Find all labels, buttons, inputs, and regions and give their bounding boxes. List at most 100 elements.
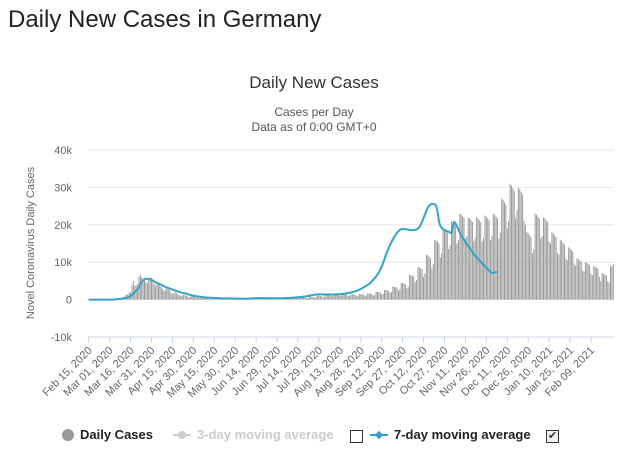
- daily-cases-bar: [346, 294, 348, 300]
- daily-cases-bar: [587, 264, 589, 300]
- daily-cases-bar: [545, 220, 547, 300]
- daily-cases-bar: [344, 294, 346, 300]
- legend-item-3-day-average[interactable]: 3-day moving average: [173, 427, 334, 442]
- daily-cases-bar: [385, 290, 387, 300]
- daily-cases-bar: [389, 293, 391, 300]
- daily-cases-bar: [414, 282, 416, 300]
- daily-cases-bar: [558, 254, 560, 300]
- daily-cases-bar: [339, 295, 341, 300]
- checkbox-3-day-average[interactable]: [350, 430, 363, 443]
- daily-cases-bar: [407, 286, 409, 300]
- daily-cases-bar: [604, 274, 606, 300]
- y-tick-label: 10k: [54, 257, 72, 269]
- daily-cases-bar: [174, 292, 176, 300]
- daily-cases-bar: [515, 218, 517, 300]
- daily-cases-bar: [317, 295, 319, 300]
- daily-cases-bar: [530, 237, 532, 300]
- daily-cases-bar: [467, 217, 469, 300]
- daily-cases-bar: [404, 284, 406, 300]
- daily-cases-bar: [544, 218, 546, 300]
- daily-cases-bar: [324, 296, 325, 300]
- page-heading: Daily New Cases in Germany: [8, 6, 322, 33]
- daily-cases-bar: [298, 297, 300, 300]
- daily-cases-bar: [498, 238, 500, 300]
- daily-cases-bar: [314, 297, 316, 300]
- daily-cases-bar: [513, 191, 515, 300]
- daily-cases-bar: [570, 249, 572, 300]
- daily-cases-bar: [411, 275, 413, 300]
- daily-cases-bar: [562, 242, 564, 300]
- daily-cases-bar: [580, 261, 582, 300]
- daily-cases-bar: [356, 296, 358, 300]
- daily-cases-bar: [551, 232, 553, 300]
- daily-cases-bar: [319, 295, 321, 300]
- daily-cases-bar: [173, 293, 175, 300]
- daily-cases-bar: [347, 295, 349, 300]
- daily-cases-bar: [550, 243, 552, 300]
- daily-cases-bar: [406, 288, 408, 300]
- daily-cases-bar: [565, 258, 567, 300]
- daily-cases-bar: [455, 224, 457, 300]
- daily-cases-bar: [590, 273, 592, 300]
- legend-item-daily-cases[interactable]: Daily Cases: [62, 427, 153, 442]
- daily-cases-bar: [333, 293, 335, 300]
- daily-cases-bar: [169, 290, 171, 300]
- daily-cases-bar: [146, 283, 148, 300]
- daily-cases-bar: [190, 296, 192, 300]
- daily-cases-bar: [181, 295, 183, 300]
- daily-cases-bar: [576, 258, 578, 300]
- daily-cases-bar: [501, 198, 503, 300]
- daily-cases-bar: [388, 290, 390, 300]
- daily-cases-bar: [162, 289, 164, 300]
- daily-cases-bar: [413, 276, 415, 300]
- daily-cases-bar: [192, 296, 194, 300]
- daily-cases-bar: [607, 281, 609, 300]
- daily-cases-bar: [509, 183, 511, 300]
- daily-cases-bar: [308, 296, 310, 300]
- daily-cases-bar: [156, 284, 158, 300]
- daily-cases-bar: [427, 255, 429, 300]
- daily-cases-bar: [497, 218, 498, 300]
- daily-cases-bar: [552, 233, 554, 300]
- daily-cases-bar: [431, 268, 433, 300]
- daily-cases-bar: [575, 265, 577, 300]
- daily-cases-bar: [145, 281, 147, 300]
- y-tick-label: 30k: [54, 182, 72, 194]
- daily-cases-bar: [421, 269, 423, 300]
- daily-cases-bar: [531, 252, 533, 300]
- daily-cases-bar: [371, 293, 373, 300]
- y-tick-label: -10k: [51, 332, 73, 344]
- daily-cases-bar: [305, 297, 307, 300]
- daily-cases-bar: [526, 232, 528, 300]
- daily-cases-bar: [502, 200, 504, 300]
- daily-cases-bar: [201, 297, 203, 300]
- daily-cases-bar: [522, 194, 524, 300]
- daily-cases-bar: [180, 296, 182, 300]
- daily-cases-bar: [157, 283, 159, 300]
- legend-item-7-day-average[interactable]: 7-day moving average: [370, 427, 531, 442]
- daily-cases-bar: [296, 297, 298, 300]
- daily-cases-bar: [559, 239, 561, 300]
- daily-cases-bar: [142, 279, 144, 300]
- checkbox-7-day-average[interactable]: ✔: [546, 430, 559, 443]
- chart-subtitle-line-2: Data as of 0:00 GMT+0: [251, 120, 376, 134]
- daily-cases-bar: [392, 286, 394, 300]
- daily-cases-bar: [582, 270, 584, 300]
- daily-cases-bar: [144, 279, 145, 300]
- daily-cases-bar: [141, 277, 143, 300]
- daily-cases-bar: [470, 219, 472, 300]
- daily-cases-bar: [303, 297, 305, 300]
- daily-cases-bar: [191, 296, 193, 300]
- daily-cases-bar: [363, 294, 365, 300]
- daily-cases-bar: [374, 294, 376, 300]
- daily-cases-bar: [160, 286, 162, 300]
- daily-cases-bar: [586, 262, 588, 300]
- daily-cases-bar: [372, 295, 374, 300]
- daily-cases-bar: [416, 280, 418, 300]
- daily-cases-bar: [499, 232, 501, 300]
- daily-cases-bar: [492, 213, 494, 300]
- daily-cases-bar: [343, 294, 345, 300]
- daily-cases-bar: [353, 294, 355, 300]
- daily-cases-bar: [591, 275, 593, 300]
